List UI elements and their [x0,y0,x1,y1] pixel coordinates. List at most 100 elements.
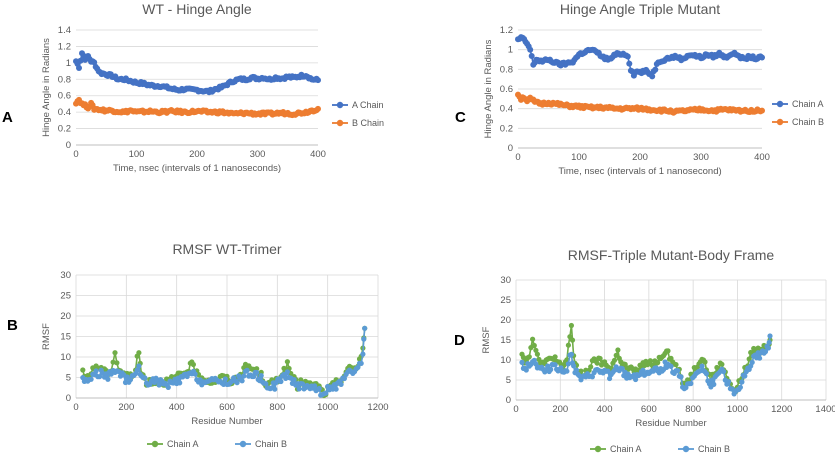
y-tick-label: 10 [60,352,71,363]
x-tick-label: 0 [515,152,520,163]
data-point [105,376,111,382]
data-point [552,362,558,368]
y-tick-label: 0.2 [58,124,71,135]
x-tick-label: 200 [118,402,134,413]
data-point [362,325,368,331]
data-point [699,363,705,369]
series-line [521,324,771,393]
data-point [739,379,745,385]
data-point [665,348,671,354]
chart-2: Hinge Angle Triple Mutant 0 0.2 0.4 0.6 0.8 1 1… [483,1,824,177]
data-point [568,322,575,329]
legend-swatch-marker [594,445,602,453]
legend-swatch-marker [336,101,344,109]
y-tick-label: 15 [500,335,511,346]
data-point [766,339,772,346]
data-point [534,351,541,357]
series-1 [73,50,321,96]
data-point [711,381,717,387]
y-tick-label: 20 [60,311,71,322]
x-tick-label: 600 [641,404,657,415]
data-point [263,381,269,387]
legend-swatch-marker [776,100,784,108]
y-tick-label: 1.4 [58,25,71,36]
data-point [244,367,250,373]
panel-letter: A [2,109,13,126]
y-tick-label: 1.2 [500,25,513,36]
y-tick-label: 0.8 [58,74,71,85]
data-point [757,355,763,361]
legend-entry: Chain B [792,117,824,127]
x-axis-title: Residue Number [635,418,706,429]
y-tick-label: 0 [66,140,71,151]
series-1 [519,322,773,395]
y-tick-label: 0.4 [500,104,513,115]
x-tick-label: 800 [269,402,285,413]
x-tick-label: 1200 [367,402,388,413]
data-point [316,385,322,392]
legend-swatch-marker [776,118,784,126]
data-point [523,367,529,373]
data-point [640,367,646,373]
panel-letter: C [455,109,466,126]
y-axis-title: Hinge Angle in Radians [483,39,494,138]
x-tick-label: 100 [129,149,145,160]
data-point [190,361,196,368]
data-point [619,366,625,372]
x-axis-title: Residue Number [191,416,262,427]
data-point [239,378,245,384]
y-tick-label: 5 [66,373,71,384]
x-tick-label: 200 [189,149,205,160]
data-point [655,360,661,366]
legend-swatch-marker [336,119,344,127]
y-tick-label: 0.8 [500,64,513,75]
y-tick-label: 0.6 [58,91,71,102]
legend-entry: Chain A [167,439,199,449]
data-point [726,379,732,385]
data-point [254,369,260,376]
x-tick-label: 400 [597,404,613,415]
panel-letter: D [454,332,465,349]
x-tick-label: 100 [571,152,587,163]
data-point [156,382,162,388]
y-tick-label: 25 [500,295,511,306]
chart-3: RMSF WT-Trimer 0 5 10 15 20 25 30 0 200 400 600 800 1… [41,241,389,449]
data-point [323,390,329,396]
data-point [338,381,344,387]
data-point [568,351,575,357]
data-point [192,371,198,377]
x-tick-label: 400 [754,152,770,163]
legend-entry: Chain B [698,444,730,454]
legend: Chain A Chain B [147,439,287,449]
legend-entry: Chain A [792,99,824,109]
data-point [569,337,576,343]
x-tick-label: 1200 [771,404,792,415]
series-2 [73,96,321,119]
chart-4: RMSF-Triple Mutant-Body Frame 0 5 10 15 20 25 3… [481,247,835,454]
legend: Chain A Chain B [590,444,730,454]
series-1 [515,34,765,80]
chart-title: RMSF WT-Trimer [172,241,281,257]
data-point [93,368,99,374]
series-2 [519,333,773,397]
x-tick-label: 200 [552,404,568,415]
legend-entry: Chain B [255,439,287,449]
x-tick-label: 400 [310,149,326,160]
series-2 [80,325,368,398]
data-point [565,361,572,367]
data-point [355,364,361,370]
legend-entry: A Chain [352,100,384,110]
x-axis-title: Time, nsec (intervals of 1 nanosecond) [558,166,721,177]
data-point [652,66,659,73]
data-point [278,378,284,385]
data-point [737,384,744,390]
y-tick-label: 25 [60,291,71,302]
data-point [742,373,748,379]
data-point [719,361,725,367]
data-point [611,357,618,363]
data-point [241,373,247,379]
data-point [552,354,558,360]
data-point [688,380,694,387]
data-point [177,380,183,386]
data-point [767,333,773,339]
